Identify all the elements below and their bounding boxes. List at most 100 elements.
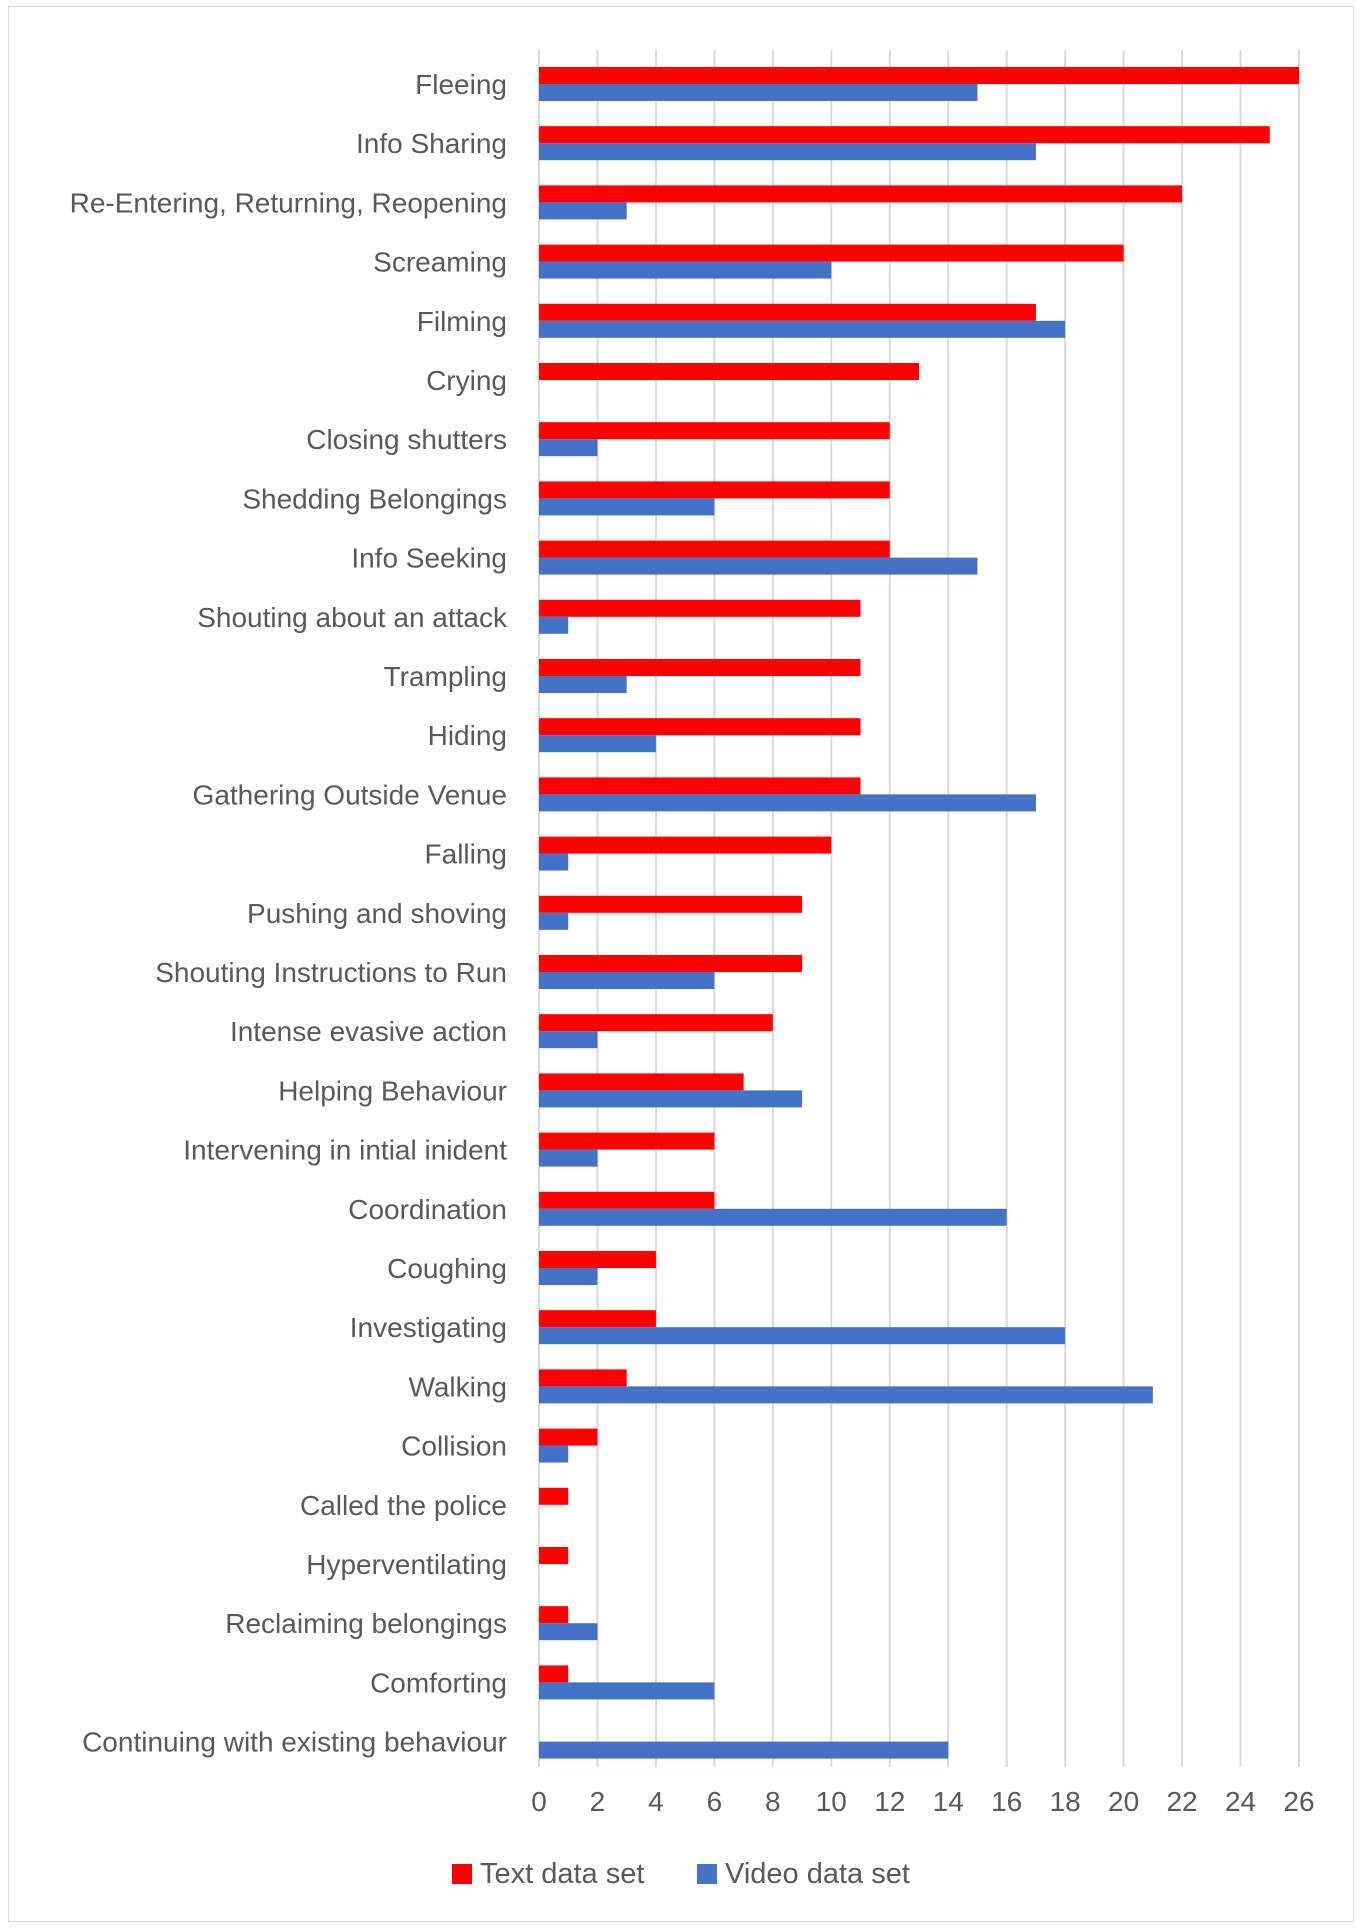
bar-text-11 [539,718,861,736]
bar-text-1 [539,126,1270,144]
bar-video-22 [539,1386,1153,1404]
bar-text-7 [539,481,890,499]
bar-video-13 [539,853,569,871]
bar-video-19 [539,1208,1007,1226]
bar-video-14 [539,912,569,930]
bar-video-27 [539,1682,715,1700]
bar-text-12 [539,777,861,795]
x-tick-label: 0 [531,1786,547,1817]
x-tick-label: 2 [590,1786,606,1817]
x-tick-label: 24 [1225,1786,1256,1817]
bar-video-28 [539,1741,949,1759]
bar-video-17 [539,1090,803,1108]
bar-text-9 [539,599,861,617]
bar-text-4 [539,303,1036,321]
legend-label-video: Video data set [725,1858,910,1890]
x-tick-label: 18 [1050,1786,1081,1817]
bar-text-22 [539,1369,627,1387]
bar-text-25 [539,1547,569,1564]
bar-text-21 [539,1310,656,1328]
bars [539,67,1299,1759]
bar-video-9 [539,616,569,634]
bar-text-17 [539,1073,744,1091]
bar-text-13 [539,836,832,854]
category-label: Shouting about an attack [197,602,508,633]
bar-text-3 [539,244,1124,262]
bar-video-11 [539,735,656,753]
x-tick-label: 14 [933,1786,964,1817]
bar-video-6 [539,439,598,457]
bar-video-2 [539,202,627,220]
category-label: Coughing [387,1253,507,1284]
bar-video-12 [539,794,1036,812]
x-tick-label: 20 [1108,1786,1139,1817]
bar-text-23 [539,1428,598,1446]
bar-video-15 [539,972,715,989]
bar-video-3 [539,261,832,279]
category-label: Intervening in intial inident [183,1135,507,1166]
bar-video-4 [539,320,1066,338]
legend-swatch-text [452,1864,472,1884]
category-label: Info Seeking [351,543,507,574]
category-labels: Fleeing Info Sharing Re-Entering, Returnin… [70,69,508,1758]
bar-video-20 [539,1268,598,1285]
category-label: Coordination [348,1194,507,1225]
category-label: Hiding [428,720,507,751]
category-label: Filming [417,306,507,337]
bar-video-23 [539,1445,569,1463]
bar-video-8 [539,557,978,575]
bar-text-19 [539,1191,715,1209]
category-label: Continuing with existing behaviour [82,1727,507,1758]
category-label: Called the police [300,1490,507,1521]
bar-video-26 [539,1623,598,1641]
category-label: Crying [426,365,507,396]
x-tick-label: 12 [874,1786,905,1817]
category-label: Fleeing [415,69,507,100]
category-label: Intense evasive action [230,1016,507,1047]
bar-text-10 [539,659,861,676]
category-label: Shedding Belongings [242,483,507,514]
x-tick-label: 10 [816,1786,847,1817]
x-tick-label: 6 [707,1786,723,1817]
bar-text-16 [539,1014,773,1032]
bar-text-20 [539,1251,656,1268]
bar-text-27 [539,1665,569,1683]
category-label: Hyperventilating [306,1549,507,1580]
bar-text-14 [539,895,803,913]
legend-swatch-video [697,1864,717,1884]
bar-text-15 [539,955,803,972]
category-label: Collision [401,1431,507,1462]
x-tick-label: 4 [648,1786,664,1817]
category-label: Comforting [370,1667,507,1698]
category-label: Re-Entering, Returning, Reopening [70,187,507,218]
x-tick-label: 22 [1166,1786,1197,1817]
category-label: Gathering Outside Venue [193,779,507,810]
category-label: Info Sharing [356,128,507,159]
bar-video-21 [539,1327,1066,1345]
category-label: Falling [425,839,507,870]
bar-text-2 [539,185,1183,203]
bar-video-10 [539,676,627,693]
category-label: Walking [408,1371,507,1402]
x-tick-label: 8 [765,1786,781,1817]
bar-video-0 [539,84,978,101]
category-label: Trampling [384,661,507,692]
legend: Text data set Video data set [452,1858,910,1890]
bar-text-18 [539,1132,715,1150]
bar-video-16 [539,1031,598,1049]
category-label: Shouting Instructions to Run [155,957,507,988]
category-label: Screaming [373,247,507,278]
category-label: Investigating [350,1312,507,1343]
category-label: Reclaiming belongings [225,1608,507,1639]
bar-text-5 [539,363,919,380]
category-label: Helping Behaviour [278,1075,507,1106]
category-label: Pushing and shoving [247,898,507,929]
bar-text-8 [539,540,890,558]
x-tick-label: 16 [991,1786,1022,1817]
bar-video-18 [539,1149,598,1167]
category-label: Closing shutters [306,424,507,455]
x-axis-ticks: 0 2 4 6 8 10 12 14 16 18 20 22 24 26 [531,1786,1314,1817]
bar-text-0 [539,67,1299,84]
bar-text-24 [539,1487,569,1505]
bar-text-6 [539,422,890,440]
